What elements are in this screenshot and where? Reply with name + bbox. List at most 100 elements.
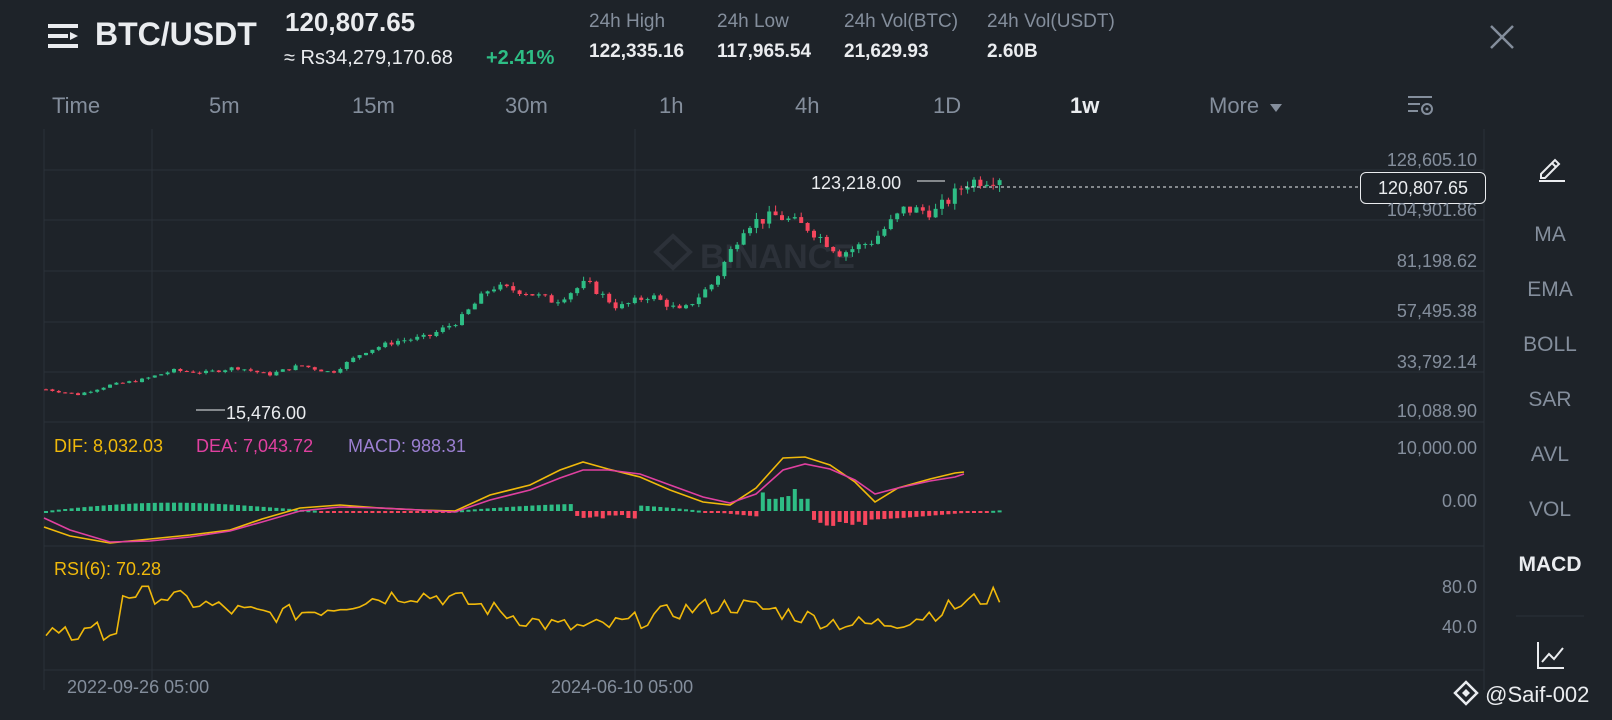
rsi-axis-label-0: 80.0 — [1441, 577, 1477, 597]
candle-body — [952, 188, 957, 204]
chart-settings-icon[interactable] — [1406, 92, 1434, 118]
candle-body — [780, 215, 784, 221]
macd-bar — [658, 506, 663, 511]
rsi-axis-label-1: 40.0 — [1441, 617, 1477, 637]
tab-1d[interactable]: 1D — [933, 93, 962, 118]
candle-body — [863, 244, 868, 246]
macd-bar — [140, 503, 144, 511]
candle-body — [760, 218, 765, 224]
line-chart-icon[interactable] — [1536, 640, 1566, 670]
candle-body — [216, 370, 221, 373]
candle-body — [44, 389, 48, 391]
candlestick-series — [44, 176, 1002, 396]
macd-bar — [261, 506, 266, 511]
local-currency-price: ≈ Rs34,279,170.68 — [284, 47, 453, 69]
candle-body — [792, 217, 797, 219]
footer-watermark-text: @Saif-002 — [1485, 681, 1590, 707]
dea-line — [43, 463, 965, 543]
candle-body — [127, 381, 132, 383]
candle-body — [261, 372, 266, 374]
chart-gridlines — [43, 129, 1584, 690]
macd-bar — [690, 509, 695, 512]
candle-body — [588, 280, 592, 282]
candle-body — [536, 294, 541, 296]
candle-body — [671, 305, 676, 307]
candle-body — [63, 392, 68, 394]
indicator-boll-button[interactable]: BOLL — [1523, 333, 1577, 356]
price-axis-label-0: 128,605.10 — [1386, 150, 1477, 170]
stat-24h-high-value: 122,335.16 — [589, 41, 685, 62]
tab-15m[interactable]: 15m — [352, 93, 395, 118]
macd-bar — [472, 509, 477, 512]
indicator-avl-button[interactable]: AVL — [1530, 443, 1570, 466]
close-icon[interactable] — [1488, 23, 1516, 51]
candle-body — [56, 391, 61, 393]
candle-body — [754, 218, 759, 228]
macd-bar — [863, 511, 868, 525]
macd-axis-label-0: 10,000.00 — [1396, 438, 1477, 458]
tab-5m[interactable]: 5m — [209, 93, 240, 118]
macd-bar — [479, 508, 484, 511]
macd-bar — [626, 511, 631, 518]
macd-bar — [549, 504, 554, 511]
candle-body — [927, 210, 932, 218]
price-axis-label-4: 33,792.14 — [1396, 352, 1477, 372]
price-axis-label-3: 57,495.38 — [1396, 301, 1477, 321]
macd-bar — [82, 507, 87, 511]
candle-body — [965, 187, 970, 190]
indicator-sar-button[interactable]: SAR — [1528, 388, 1572, 411]
candle-body — [120, 382, 125, 384]
macd-bar — [236, 505, 240, 511]
candle-body — [140, 378, 144, 383]
candle-body — [741, 233, 746, 245]
indicator-ema-button[interactable]: EMA — [1527, 278, 1573, 301]
candle-body — [325, 371, 330, 373]
macd-bar — [978, 511, 983, 513]
tab-more[interactable]: More — [1209, 93, 1283, 119]
tab-30m[interactable]: 30m — [505, 93, 548, 118]
candle-body — [82, 392, 87, 396]
price-axis-label-1: 104,901.86 — [1386, 200, 1477, 220]
tab-1w[interactable]: 1w — [1070, 93, 1100, 118]
candle-body — [581, 280, 586, 289]
candle-body — [472, 303, 477, 310]
candle-body — [978, 179, 983, 186]
indicator-macd-button[interactable]: MACD — [1518, 553, 1582, 576]
macd-bar — [108, 504, 112, 511]
macd-bar — [95, 505, 100, 511]
indicator-vol-button[interactable]: VOL — [1528, 498, 1572, 521]
candle-body — [396, 340, 400, 345]
macd-bar — [972, 511, 976, 513]
candle-body — [428, 334, 432, 337]
pencil-icon[interactable] — [1537, 152, 1567, 182]
macd-bar — [664, 507, 669, 511]
indicator-ma-button[interactable]: MA — [1534, 223, 1566, 246]
candle-body — [274, 371, 279, 376]
macd-bar — [735, 511, 740, 515]
pair-title[interactable]: BTC/USDT — [95, 16, 257, 52]
macd-bar — [63, 509, 68, 512]
candle-body — [184, 371, 189, 373]
candle-body — [191, 371, 196, 373]
candle-body — [204, 370, 208, 374]
candle-body — [805, 222, 810, 231]
candle-body — [389, 342, 394, 345]
macd-bar — [607, 511, 612, 516]
menu-icon[interactable] — [48, 22, 82, 52]
candle-body — [88, 391, 93, 393]
macd-bar — [428, 511, 432, 513]
tab-4h[interactable]: 4h — [795, 93, 820, 118]
tab-1h[interactable]: 1h — [659, 93, 684, 118]
macd-bar — [76, 507, 80, 511]
macd-bar — [888, 511, 893, 519]
macd-bar — [946, 511, 951, 515]
macd-bar — [389, 511, 394, 514]
candle-body — [268, 372, 272, 376]
macd-bar — [152, 502, 157, 511]
macd-bar — [172, 502, 176, 511]
macd-bar — [812, 511, 816, 520]
tab-time[interactable]: Time — [52, 93, 101, 118]
macd-bar — [306, 510, 311, 513]
macd-bar — [709, 511, 714, 513]
